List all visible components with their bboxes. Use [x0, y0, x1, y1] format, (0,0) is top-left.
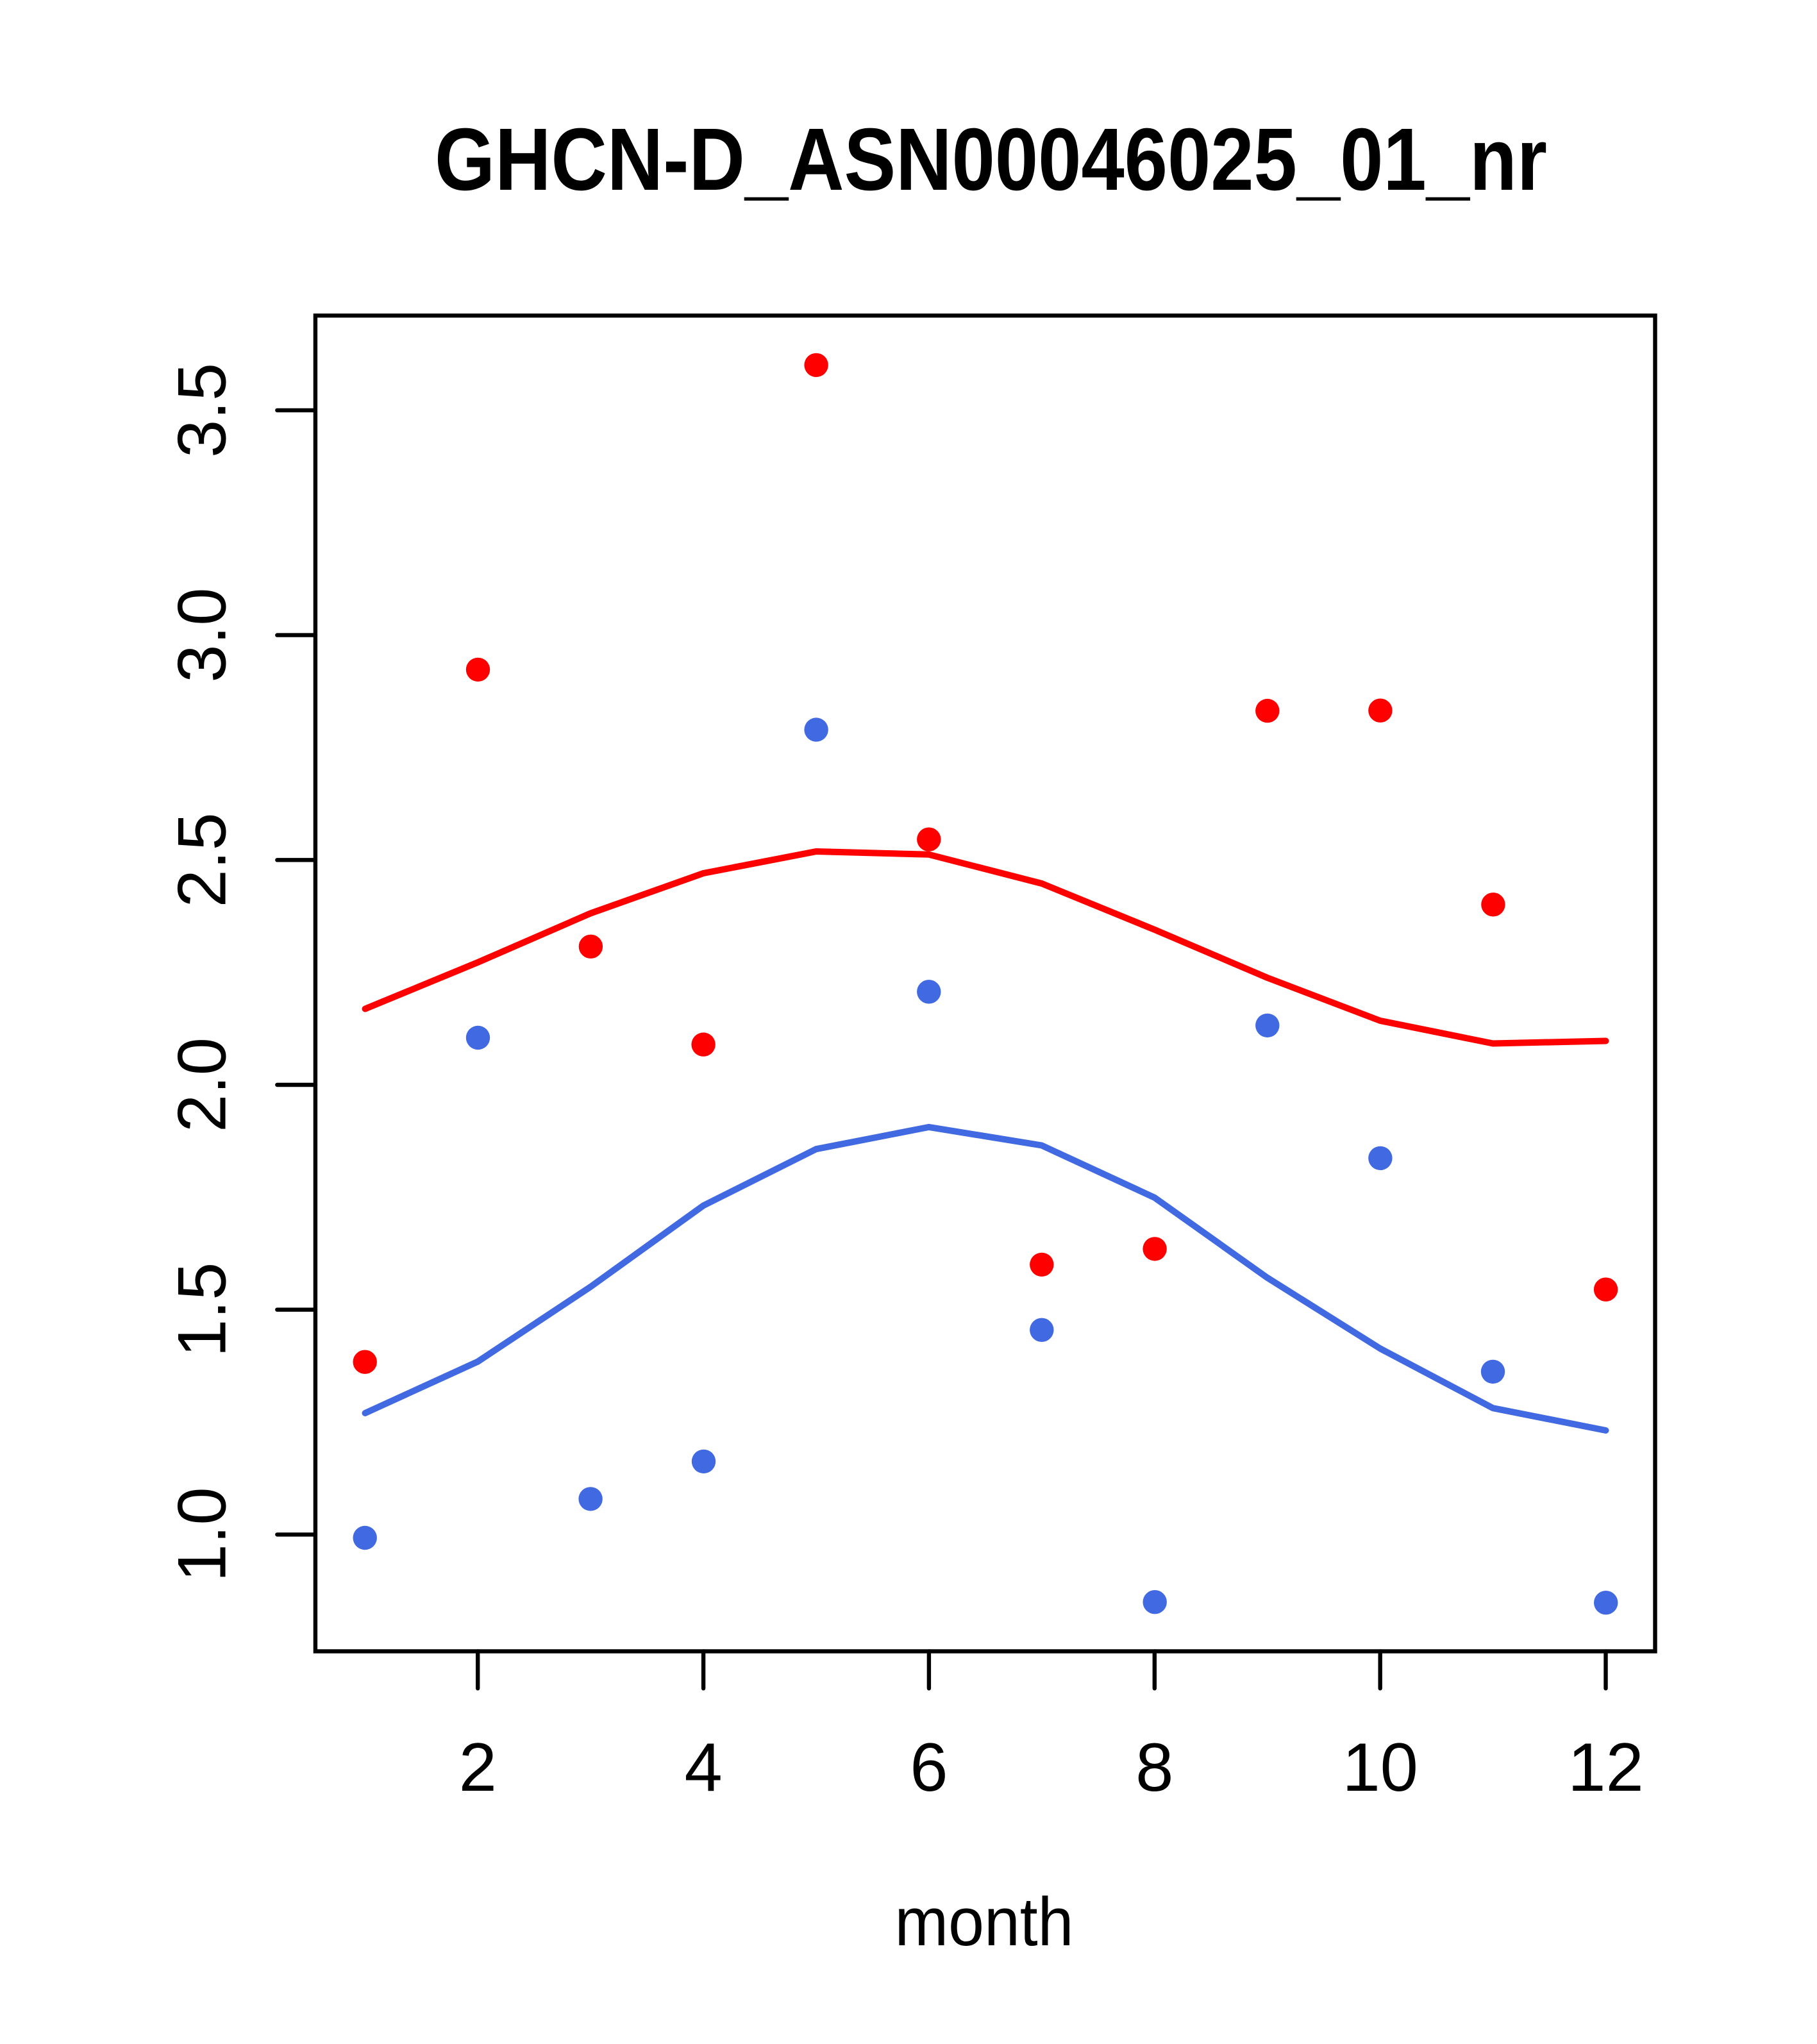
svg-text:4: 4: [684, 1729, 722, 1805]
svg-text:2.0: 2.0: [164, 1037, 240, 1132]
svg-text:3.0: 3.0: [164, 588, 240, 683]
svg-text:month: month: [895, 1884, 1074, 1960]
svg-text:2.5: 2.5: [164, 812, 240, 907]
svg-text:6: 6: [910, 1729, 948, 1805]
svg-text:GHCN-D_ASN00046025_01_nr: GHCN-D_ASN00046025_01_nr: [435, 110, 1547, 209]
svg-text:1.5: 1.5: [164, 1262, 240, 1357]
svg-text:3.5: 3.5: [164, 363, 240, 458]
svg-text:12: 12: [1568, 1729, 1643, 1805]
svg-text:1.0: 1.0: [164, 1487, 240, 1582]
svg-text:8: 8: [1135, 1729, 1173, 1805]
svg-text:10: 10: [1342, 1729, 1418, 1805]
svg-text:2: 2: [459, 1729, 497, 1805]
